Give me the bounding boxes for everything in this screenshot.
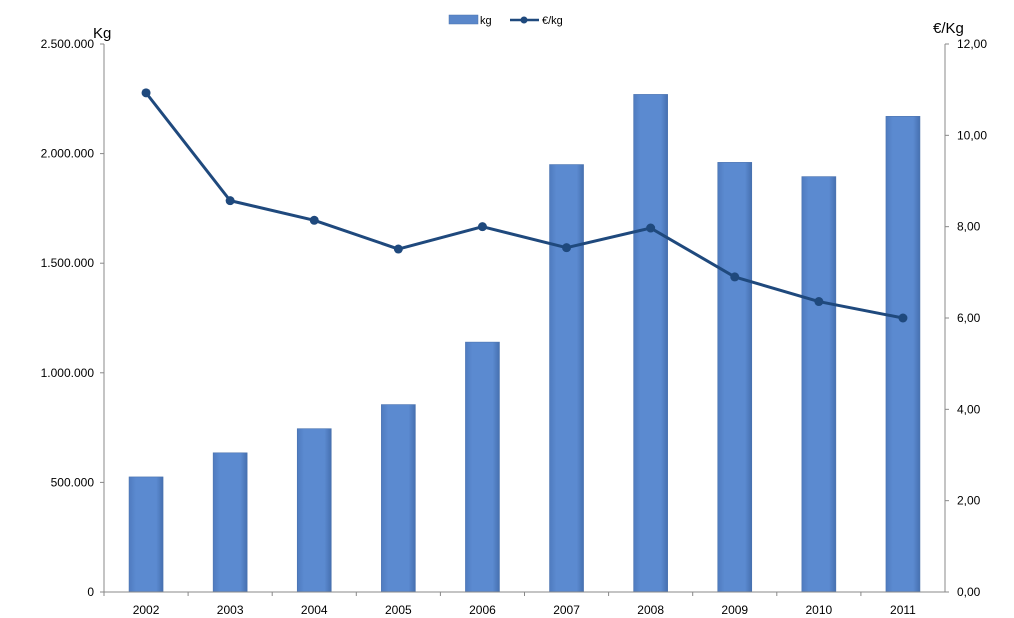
x-tick-label: 2006 (469, 603, 496, 617)
y2-tick-label: 8,00 (957, 220, 981, 234)
x-tick-label: 2004 (301, 603, 328, 617)
y2-axis-title: €/Kg (933, 20, 964, 37)
legend-item-eur-kg: €/kg (510, 15, 563, 27)
y-axis-title: Kg (93, 25, 111, 42)
legend-swatch-eur-kg-marker (520, 16, 528, 24)
y2-tick-label: 12,00 (957, 37, 987, 51)
point-eur-kg-2008 (646, 223, 656, 233)
bars-layer (128, 94, 921, 593)
y-tick-label: 500.000 (51, 475, 95, 489)
bar-kg-2006 (465, 341, 500, 593)
y2-tick-label: 2,00 (957, 494, 981, 508)
point-eur-kg-2002 (141, 88, 151, 98)
x-tick-label: 2005 (385, 603, 412, 617)
y2-tick-label: 4,00 (957, 402, 981, 416)
x-tick-label: 2008 (637, 603, 664, 617)
x-tick-label: 2010 (805, 603, 832, 617)
x-tick-label: 2011 (890, 603, 916, 617)
y-tick-label: 1.500.000 (41, 256, 95, 270)
bar-kg-2003 (212, 452, 248, 593)
point-eur-kg-2011 (898, 313, 908, 323)
line-series-eur-kg (144, 91, 904, 320)
y-tick-label: 2.500.000 (41, 37, 95, 51)
bar-kg-2010 (801, 176, 837, 593)
bar-kg-2009 (717, 162, 753, 593)
legend-item-kg: kg (448, 14, 492, 27)
y-tick-label: 0 (87, 585, 94, 599)
bar-kg-2008 (633, 94, 668, 593)
point-eur-kg-2006 (477, 222, 487, 232)
x-tick-label: 2003 (217, 603, 244, 617)
point-eur-kg-2003 (225, 196, 235, 206)
bar-kg-2004 (296, 428, 332, 593)
bar-kg-2005 (381, 404, 416, 593)
line-layer (141, 88, 908, 323)
point-eur-kg-2004 (309, 215, 319, 225)
legend: kg €/kg (448, 14, 563, 27)
legend-swatch-kg (448, 14, 479, 25)
point-eur-kg-2010 (814, 297, 824, 307)
legend-label-kg: kg (480, 15, 492, 27)
x-tick-label: 2007 (553, 603, 580, 617)
y2-tick-label: 0,00 (957, 585, 981, 599)
bar-kg-2007 (549, 164, 584, 593)
point-eur-kg-2005 (393, 244, 403, 254)
ticks-layer: 0 500.000 1.000.000 1.500.000 2.000.000 2.500… (41, 37, 988, 617)
legend-label-eur-kg: €/kg (542, 15, 563, 27)
bar-kg-2002 (128, 476, 164, 593)
point-eur-kg-2009 (730, 272, 740, 282)
point-eur-kg-2007 (562, 243, 572, 253)
y-tick-label: 2.000.000 (41, 147, 95, 161)
y-tick-label: 1.000.000 (41, 366, 95, 380)
x-tick-label: 2009 (721, 603, 748, 617)
y2-tick-label: 6,00 (957, 311, 981, 325)
bar-kg-2011 (885, 116, 921, 593)
x-tick-label: 2002 (133, 603, 160, 617)
y2-tick-label: 10,00 (957, 128, 987, 142)
